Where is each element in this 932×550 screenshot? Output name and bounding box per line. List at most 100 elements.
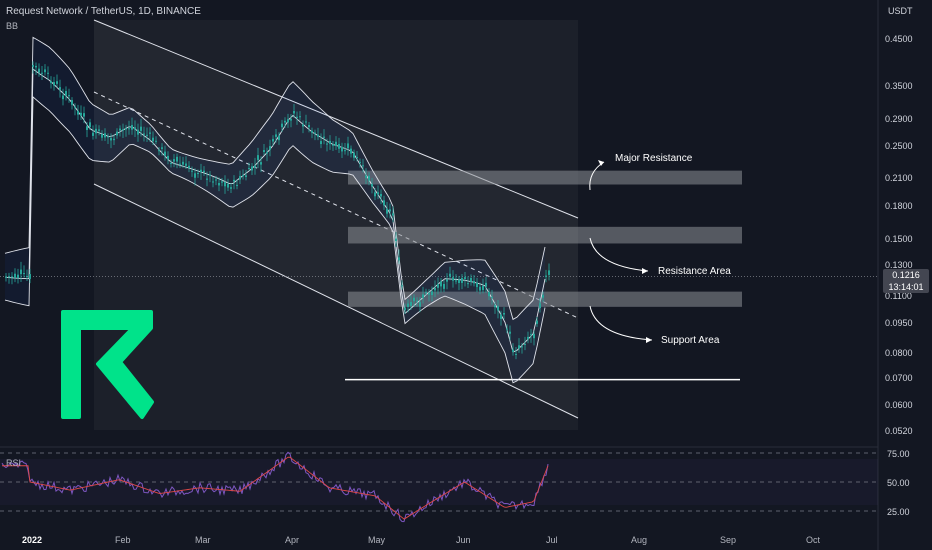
candle-body [524,343,526,345]
candle-body [428,293,430,295]
candle-body [296,116,298,118]
candle-body [176,156,178,162]
candle-body [320,141,322,145]
candle-body [245,175,247,177]
candle-body [35,65,37,68]
candle-body [548,270,550,275]
price-tick-label: 0.4500 [885,34,913,44]
candle-body [95,128,97,134]
candle-body [512,349,514,352]
candle-body [113,138,115,141]
candle-body [497,306,499,311]
rsi-ma-line [2,456,549,520]
price-tick-label: 0.0800 [885,348,913,358]
candle-body [308,124,310,128]
candle-body [401,285,403,287]
current-price-tag: 0.1216 13:14:01 [883,269,929,293]
price-unit-label: USDT [888,6,913,16]
price-tick-label: 0.0600 [885,400,913,410]
candle-body [59,87,61,90]
candle-body [395,238,397,242]
candle-body [56,81,58,84]
candle-body [92,132,94,136]
candle-body [350,148,352,154]
candle-body [152,137,154,142]
channel-mid-line [93,91,579,319]
price-tick-label: 0.0520 [885,426,913,436]
candle-body [332,144,334,146]
candle-body [446,279,448,282]
rsi-indicator-label[interactable]: RSI [6,458,22,468]
candle-body [335,141,337,146]
candle-body [50,81,52,84]
support-area-label: Support Area [661,335,720,346]
candle-body [425,292,427,294]
candle-body [290,118,292,121]
candle-body [38,68,40,73]
price-zone [348,170,742,185]
candle-body [488,291,490,297]
candle-body [377,192,379,195]
candle-body [53,82,55,86]
time-tick-label: Feb [115,535,131,545]
candle-body [218,182,220,186]
candle-body [533,333,535,339]
price-tick-label: 0.2100 [885,173,913,183]
candle-body [206,178,208,180]
candle-body [356,157,358,159]
time-tick-label: Jun [456,535,471,545]
candle-body [473,281,475,284]
candle-body [221,181,223,183]
candle-body [281,123,283,128]
candle-body [263,150,265,152]
candle-body [125,128,127,130]
candle-body [80,112,82,116]
candle-body [257,155,259,161]
candle-body [269,146,271,150]
candle-body [461,277,463,283]
candle-body [476,282,478,288]
time-tick-label: Apr [285,535,300,545]
candle-body [509,331,511,334]
candle-body [449,273,451,277]
price-zone [348,291,742,307]
candle-body [362,165,364,167]
candle-body [299,116,301,118]
candle-body [329,140,331,144]
candle-body [380,193,382,197]
time-tick-label: Sep [720,535,737,545]
candle-body [143,133,145,135]
candle-body [185,163,187,166]
rsi-tick-label: 75.00 [887,449,910,459]
projection-box [94,20,578,430]
candle-body [359,161,361,163]
time-tick-label: Aug [631,535,648,545]
candle-body [239,176,241,180]
candle-body [284,120,286,123]
candle-body [47,72,49,74]
time-tick-label: May [368,535,386,545]
candle-body [23,273,25,275]
candle-body [11,276,13,278]
candle-body [203,170,205,173]
candle-body [77,110,79,115]
channel-upper-line [93,19,579,219]
candle-body [437,284,439,288]
bb-upper-band [4,36,546,321]
candle-body [539,303,541,309]
time-tick-label: 2022 [22,535,43,545]
rsi-tick-label: 25.00 [887,507,910,517]
candle-body [410,301,412,306]
candle-body [200,169,202,173]
candle-body [272,138,274,142]
candle-body [197,172,199,174]
candle-body [29,274,31,279]
support-area-arrow [589,305,653,341]
bb-indicator-label[interactable]: BB [6,21,19,31]
candle-body [458,279,460,284]
candle-body [431,291,433,296]
candle-body [71,100,73,105]
resistance-area-arrow [589,237,649,272]
